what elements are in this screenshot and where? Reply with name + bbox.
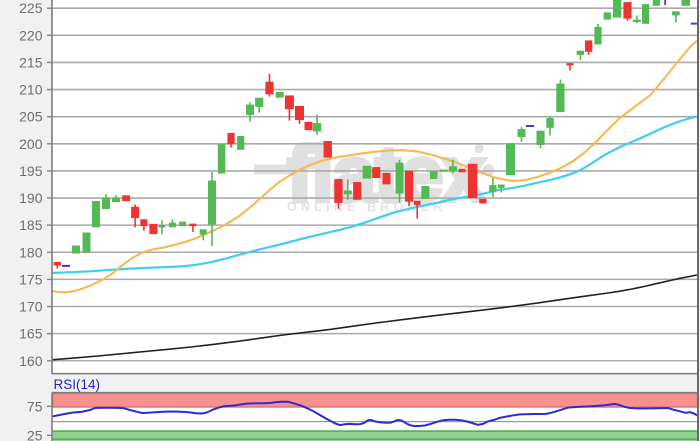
svg-text:160: 160 bbox=[19, 353, 43, 369]
svg-text:165: 165 bbox=[19, 326, 43, 342]
svg-text:175: 175 bbox=[19, 271, 43, 287]
svg-text:195: 195 bbox=[19, 163, 43, 179]
svg-text:205: 205 bbox=[19, 109, 43, 125]
svg-text:225: 225 bbox=[19, 0, 43, 16]
svg-text:200: 200 bbox=[19, 136, 43, 152]
svg-text:RSI(14): RSI(14) bbox=[54, 377, 101, 392]
svg-text:75: 75 bbox=[27, 398, 43, 414]
svg-text:220: 220 bbox=[19, 27, 43, 43]
svg-text:180: 180 bbox=[19, 244, 43, 260]
svg-text:210: 210 bbox=[19, 82, 43, 98]
svg-text:190: 190 bbox=[19, 190, 43, 206]
svg-text:185: 185 bbox=[19, 217, 43, 233]
svg-text:170: 170 bbox=[19, 299, 43, 315]
svg-text:ONLINE BROKER: ONLINE BROKER bbox=[287, 200, 446, 214]
svg-text:215: 215 bbox=[19, 54, 43, 70]
svg-text:25: 25 bbox=[27, 427, 43, 441]
